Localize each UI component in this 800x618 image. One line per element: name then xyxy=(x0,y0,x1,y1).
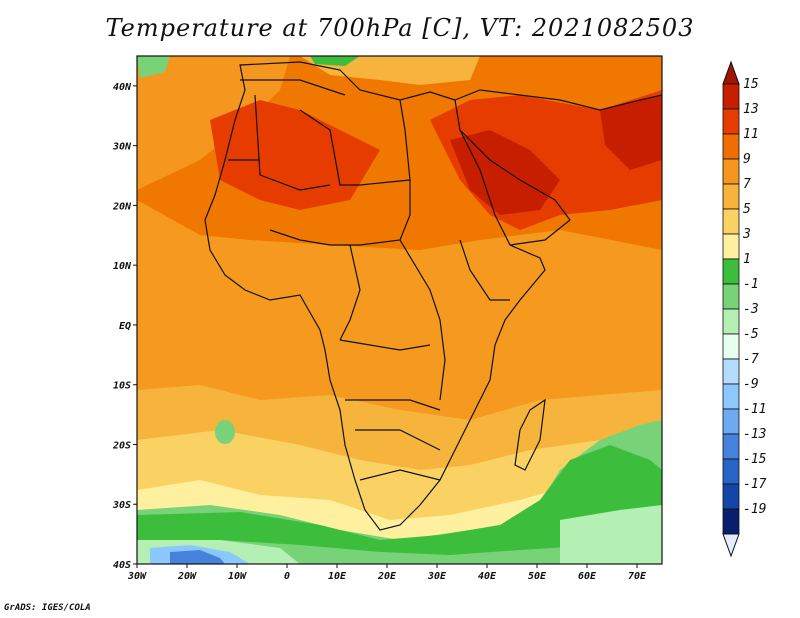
lat-tick-label: 20S xyxy=(112,440,131,451)
colorbar-top-arrow xyxy=(722,60,740,85)
colorbar-label: -7 xyxy=(743,352,759,367)
colorbar-label: -3 xyxy=(743,302,759,317)
lon-tick-label: 10W xyxy=(228,571,247,582)
colorbar-swatch xyxy=(722,458,740,485)
colorbar-swatch xyxy=(722,233,740,260)
colorbar-label: 13 xyxy=(743,102,759,117)
latitude-axis: 40N 30N 20N 10N EQ 10S 20S 30S 40S xyxy=(112,82,137,571)
map-frame xyxy=(136,55,663,565)
longitude-axis: 30W 20W 10W 0 10E 20E 30E 40E 50E 60E 70E xyxy=(127,564,647,582)
colorbar-swatch xyxy=(722,133,740,160)
temperature-field xyxy=(137,56,662,564)
credit-label: GrADS: IGES/COLA xyxy=(4,603,91,613)
colorbar-swatch xyxy=(722,483,740,510)
colorbar-label: 15 xyxy=(743,77,759,92)
colorbar-swatch xyxy=(722,208,740,235)
lat-tick-label: 30N xyxy=(112,142,132,153)
colorbar-bottom-arrow xyxy=(722,533,740,558)
lat-tick-label: 40S xyxy=(113,560,131,571)
colorbar-swatch xyxy=(722,408,740,435)
lon-tick-label: 40E xyxy=(478,571,497,582)
colorbar-swatch xyxy=(722,333,740,360)
colorbar-swatch xyxy=(722,358,740,385)
lat-tick-label: 20N xyxy=(112,201,132,212)
lat-tick-label: 30S xyxy=(112,500,131,511)
colorbar-swatch xyxy=(722,433,740,460)
colorbar-label: 7 xyxy=(743,177,751,192)
colorbar-swatch xyxy=(722,158,740,185)
colorbar-swatch xyxy=(722,83,740,110)
lon-tick-label: 30E xyxy=(427,571,447,582)
colorbar: 15 13 11 9 7 5 3 1 -1 -3 -5 -7 -9 -11 -13 -15 -17 -19 xyxy=(722,60,767,558)
colorbar-swatch xyxy=(722,183,740,210)
lon-tick-label: 10E xyxy=(328,571,347,582)
colorbar-swatch xyxy=(722,508,740,535)
lon-tick-label: 30W xyxy=(127,571,147,582)
colorbar-label: 9 xyxy=(743,152,751,167)
coastlines xyxy=(204,61,662,531)
colorbar-swatch xyxy=(722,258,740,285)
colorbar-swatch xyxy=(722,383,740,410)
lon-tick-label: 50E xyxy=(528,571,547,582)
colorbar-swatch xyxy=(722,283,740,310)
colorbar-label: -13 xyxy=(743,427,766,442)
colorbar-swatch xyxy=(722,108,740,135)
lon-tick-label: 0 xyxy=(284,571,290,582)
colorbar-label: 5 xyxy=(743,202,751,217)
colorbar-swatch xyxy=(722,308,740,335)
colorbar-label: 11 xyxy=(743,127,759,142)
lat-tick-label: 40N xyxy=(113,82,132,93)
colorbar-label: -17 xyxy=(743,477,767,492)
colorbar-label: -5 xyxy=(743,327,759,342)
colorbar-label: 1 xyxy=(743,252,751,267)
lon-tick-label: 20E xyxy=(377,571,397,582)
lat-tick-label: 10S xyxy=(113,381,131,392)
lon-tick-label: 60E xyxy=(578,571,597,582)
colorbar-label: -9 xyxy=(743,377,759,392)
lat-tick-label: 10N xyxy=(113,261,132,272)
lon-tick-label: 70E xyxy=(628,571,647,582)
colorbar-label: -15 xyxy=(743,452,767,467)
colorbar-label: -1 xyxy=(743,277,759,292)
chart-title: Temperature at 700hPa [C], VT: 202108250… xyxy=(105,14,695,42)
lat-tick-label: EQ xyxy=(119,321,131,332)
lon-tick-label: 20W xyxy=(177,571,197,582)
colorbar-label: 3 xyxy=(742,227,751,242)
colorbar-label: -19 xyxy=(743,502,766,517)
colorbar-label: -11 xyxy=(743,402,766,417)
